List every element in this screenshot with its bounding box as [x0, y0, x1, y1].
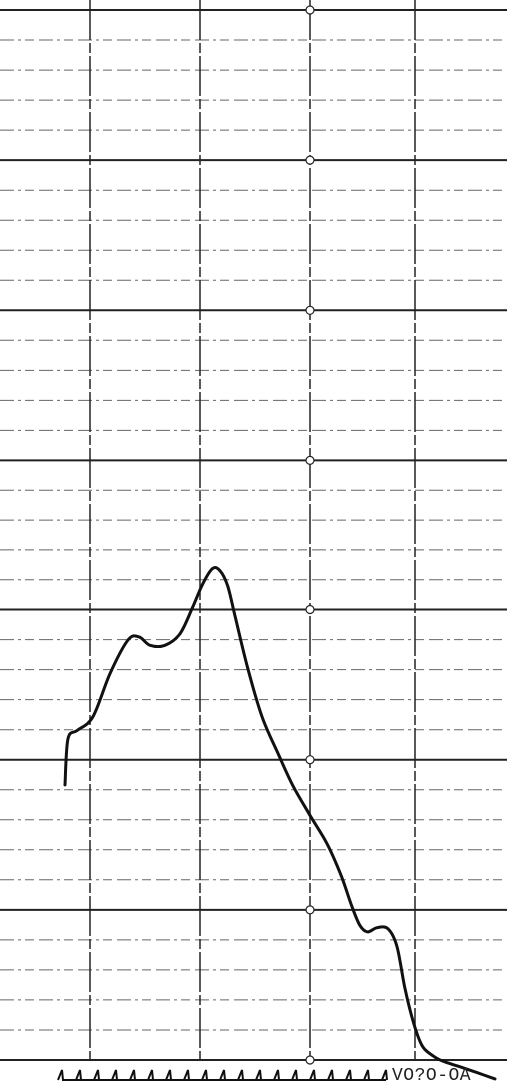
bottom-tick-mark [111, 1069, 118, 1081]
minor-grid [0, 39, 507, 1031]
bottom-tick-mark [309, 1069, 316, 1081]
major-grid [0, 0, 507, 1062]
bottom-tick-mark [165, 1069, 172, 1081]
series-line [63, 566, 497, 1081]
bottom-label: VO?O-OA [392, 1066, 471, 1086]
grid-marker [305, 905, 315, 915]
bottom-tick-mark [129, 1069, 136, 1081]
tick-mark-layer [305, 5, 315, 1065]
bottom-tick-mark [219, 1069, 226, 1081]
bottom-tick-mark [183, 1069, 190, 1081]
bottom-tick-mark [255, 1069, 262, 1081]
bottom-tick-mark [237, 1069, 244, 1081]
bottom-tick-mark [201, 1069, 208, 1081]
grid-marker [305, 5, 315, 15]
bottom-tick-marks [57, 1069, 388, 1081]
bottom-tick-mark [147, 1069, 154, 1081]
grid-marker [305, 155, 315, 165]
grid-marker [305, 305, 315, 315]
bottom-tick-mark [273, 1069, 280, 1081]
grid-marker [305, 755, 315, 765]
grid-marker [305, 604, 315, 615]
bottom-tick-mark [381, 1069, 388, 1081]
grid-marker [305, 1055, 315, 1065]
bottom-tick-mark [75, 1069, 82, 1081]
grid-marker [305, 455, 315, 465]
bottom-tick-mark [93, 1069, 100, 1081]
bottom-tick-mark [363, 1069, 370, 1081]
bottom-tick-mark [327, 1069, 334, 1081]
bottom-tick-mark [291, 1069, 298, 1081]
bottom-tick-mark [57, 1069, 64, 1081]
bottom-tick-mark [345, 1069, 352, 1081]
